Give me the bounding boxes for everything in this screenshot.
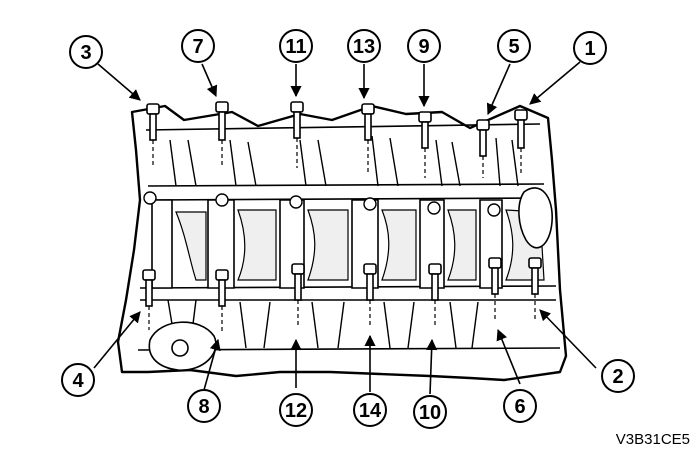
callout-10: 10 (419, 402, 441, 424)
lower-ribs (167, 299, 479, 349)
callout-4: 4 (72, 370, 84, 392)
callout-11: 11 (285, 36, 306, 58)
callout-8: 8 (198, 396, 209, 418)
callout-2: 2 (612, 366, 623, 388)
callout-3: 3 (80, 42, 91, 64)
leader-arrows (93, 61, 597, 395)
figure-code: V3B31CE5 (616, 431, 690, 448)
callout-9: 9 (418, 36, 429, 58)
bolt-centerlines (148, 138, 536, 332)
callouts-bottom (61, 359, 635, 429)
bolt-holes-row (143, 191, 501, 217)
callout-13: 13 (353, 36, 375, 58)
right-side-boss (518, 187, 553, 249)
callout-7: 7 (192, 36, 203, 58)
callout-6: 6 (514, 396, 525, 418)
callout-12: 12 (285, 400, 307, 422)
upper-ribs (169, 135, 519, 187)
callouts-top (69, 29, 607, 69)
left-flange-boss (148, 321, 217, 371)
callout-14: 14 (359, 400, 382, 422)
callout-1: 1 (584, 38, 595, 60)
callout-5: 5 (508, 36, 519, 58)
